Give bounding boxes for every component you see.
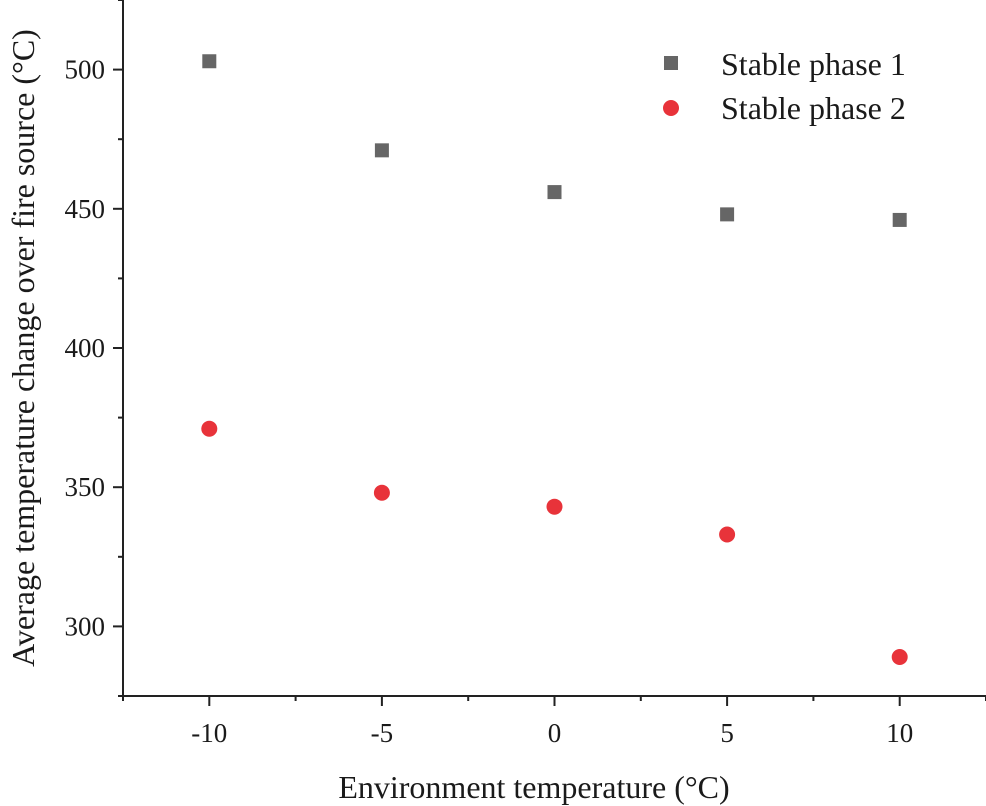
legend-item-stable-phase-1: Stable phase 1 bbox=[664, 46, 906, 82]
y-tick-label: 350 bbox=[65, 472, 106, 502]
legend-marker-circle-icon bbox=[663, 100, 679, 116]
data-point-series-1 bbox=[720, 207, 735, 222]
legend-item-stable-phase-2: Stable phase 2 bbox=[663, 90, 906, 126]
data-point-series-1 bbox=[892, 212, 907, 227]
data-point-series-2 bbox=[201, 420, 218, 437]
y-axis-title: Average temperature change over fire sou… bbox=[5, 29, 41, 667]
y-ticks: 300 350 400 450 500 bbox=[65, 0, 123, 697]
data-points bbox=[201, 54, 908, 666]
data-point-series-2 bbox=[546, 498, 563, 515]
data-point-series-1 bbox=[202, 54, 217, 69]
y-tick-label: 400 bbox=[65, 333, 106, 363]
y-tick-label: 500 bbox=[65, 55, 106, 85]
legend-label-stable-phase-2: Stable phase 2 bbox=[721, 90, 906, 126]
legend: Stable phase 1 Stable phase 2 bbox=[663, 46, 906, 126]
x-tick-label: 0 bbox=[548, 718, 562, 748]
legend-marker-square-icon bbox=[664, 56, 678, 70]
x-axis-title: Environment temperature (°C) bbox=[338, 769, 729, 805]
x-tick-label: -5 bbox=[371, 718, 394, 748]
data-point-series-2 bbox=[373, 484, 390, 501]
x-ticks: -10 -5 0 5 10 bbox=[122, 696, 986, 748]
data-point-series-2 bbox=[891, 649, 908, 666]
x-tick-label: 10 bbox=[886, 718, 913, 748]
x-tick-label: -10 bbox=[191, 718, 227, 748]
x-tick-label: 5 bbox=[720, 718, 734, 748]
data-point-series-1 bbox=[374, 143, 389, 158]
y-tick-label: 450 bbox=[65, 194, 106, 224]
data-point-series-2 bbox=[719, 526, 736, 543]
legend-label-stable-phase-1: Stable phase 1 bbox=[721, 46, 906, 82]
data-point-series-1 bbox=[547, 185, 562, 200]
y-tick-label: 300 bbox=[65, 611, 106, 641]
